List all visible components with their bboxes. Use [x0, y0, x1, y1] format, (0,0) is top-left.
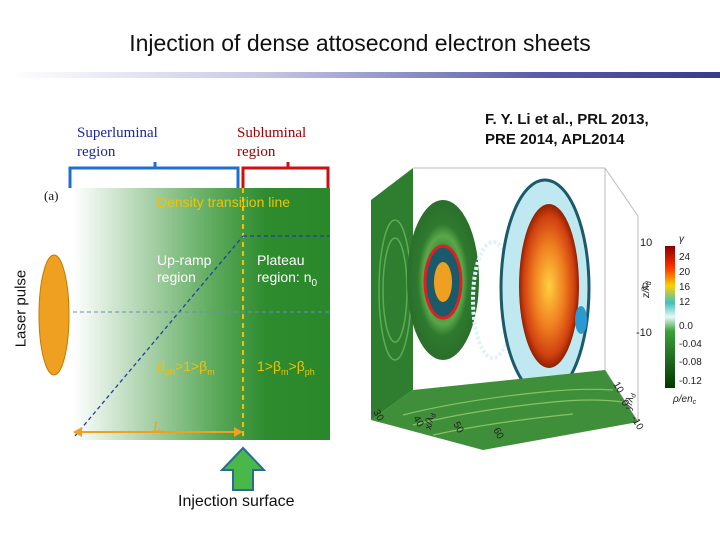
length-subscript: t — [160, 426, 164, 437]
colorbar-tick-5: -0.04 — [679, 339, 702, 350]
beta-right-mid: >β — [288, 358, 305, 374]
y-axis-sub: d — [630, 392, 638, 398]
x-tick-1: 40 — [410, 414, 425, 430]
page-title: Injection of dense attosecond electron s… — [129, 30, 591, 56]
upramp-label-line-1: Up-ramp — [157, 252, 212, 268]
beta-right-sub-1: m — [281, 366, 289, 377]
beta-left-sub-1: ph — [165, 366, 176, 377]
beta-right-label: 1>βm>βph — [257, 358, 315, 381]
x-tick-0: 30 — [370, 408, 385, 424]
floor-waves — [402, 388, 624, 436]
colorbar-tick-0: 24 — [679, 252, 691, 263]
electron-blob — [575, 306, 587, 334]
citation: F. Y. Li et al., PRL 2013, PRE 2014, APL… — [485, 110, 649, 150]
plateau-label-line-2: region: n0 — [257, 269, 317, 292]
laser-pulse-label: Laser pulse — [12, 269, 30, 348]
length-arrow-head-left — [73, 427, 82, 437]
title-underline — [8, 72, 720, 78]
superluminal-label: Superluminal region — [77, 124, 197, 162]
beta-left-sub-2: m — [207, 366, 215, 377]
plateau-label-text: region: n — [257, 269, 312, 285]
simulation-render: 10 0 -10 z/λd 30 40 50 60 x/λd 10 0 -10 … — [370, 167, 702, 450]
y-axis-label: y/λd — [623, 391, 638, 412]
colorbar-tick-1: 20 — [679, 267, 691, 278]
beta-right-symbol: 1>β — [257, 358, 282, 374]
colorbar-bottom-label: ρ/enc — [672, 394, 697, 406]
subluminal-bracket — [241, 162, 330, 188]
subluminal-text: Subluminal region — [237, 125, 307, 160]
beta-left-mid: >1>β — [175, 358, 208, 374]
x-axis-label: x/λd — [423, 411, 438, 432]
plateau-label: Plateau region: n0 — [257, 252, 317, 292]
beta-right-sub-2: ph — [304, 366, 315, 377]
injection-surface-label: Injection surface — [178, 493, 295, 510]
density-panel-lines — [73, 188, 330, 440]
z-axis-sub: d — [646, 280, 653, 285]
x-axis-sub: d — [430, 412, 438, 418]
z-tick-0: 10 — [640, 237, 652, 249]
colorbar-bottom-sub: c — [693, 399, 697, 406]
colorbar-top-label: γ — [679, 234, 685, 245]
subluminal-label: Subluminal region — [237, 124, 337, 162]
x-tick-3: 60 — [490, 426, 505, 442]
citation-line-2: PRE 2014, APL2014 — [485, 131, 625, 148]
simulation-3d-figure: 10 0 -10 z/λd 30 40 50 60 x/λd 10 0 -10 … — [343, 160, 715, 460]
beta-left-symbol: β — [157, 358, 165, 374]
x-tick-2: 50 — [450, 420, 465, 436]
electron-sheet-main-core — [519, 204, 579, 368]
region-brackets — [68, 162, 330, 188]
colorbar-tick-2: 16 — [679, 282, 691, 293]
z-axis-label: z/λd — [641, 280, 653, 299]
citation-line-1: F. Y. Li et al., PRL 2013, — [485, 111, 649, 128]
y-axis-text: y/λ — [623, 396, 636, 411]
density-transition-label: Density transition line — [157, 194, 291, 210]
upramp-density-line — [74, 235, 244, 437]
x-axis-text: x/λ — [423, 416, 436, 431]
injection-arrow-icon — [220, 446, 266, 491]
length-arrow-head-right — [234, 427, 243, 437]
z-tick-2: -10 — [636, 327, 652, 339]
length-symbol: L — [153, 420, 161, 435]
colorbar — [665, 246, 675, 388]
superluminal-bracket — [68, 162, 240, 188]
back-slice-core — [434, 262, 452, 302]
injection-arrow-shape — [220, 446, 266, 491]
upramp-label: Up-ramp region — [157, 252, 211, 286]
y-tick-1: 0 — [618, 398, 631, 409]
superluminal-text: Superluminal region — [77, 125, 158, 160]
panel-label: (a) — [44, 188, 59, 203]
colorbar-tick-6: -0.08 — [679, 357, 702, 368]
plasma-density-wall — [371, 168, 413, 420]
plateau-label-line-1: Plateau — [257, 252, 305, 268]
upramp-label-line-2: region — [157, 269, 196, 285]
plateau-subscript: 0 — [311, 277, 318, 289]
density-profile-panel: Density transition line Up-ramp region P… — [73, 188, 330, 440]
z-axis-text: z/λ — [641, 285, 652, 299]
colorbar-bottom-text: ρ/en — [672, 394, 693, 405]
colorbar-tick-7: -0.12 — [679, 376, 702, 387]
colorbar-tick-3: 12 — [679, 297, 691, 308]
beta-left-label: βph>1>βm — [157, 358, 215, 381]
y-tick-0: 10 — [610, 380, 625, 396]
laser-pulse-ellipse — [38, 254, 70, 376]
laser-pulse-shape — [38, 254, 70, 376]
length-label: Lt — [153, 420, 163, 437]
z-tick-1: 0 — [642, 281, 648, 293]
colorbar-tick-4: 0.0 — [679, 321, 693, 332]
